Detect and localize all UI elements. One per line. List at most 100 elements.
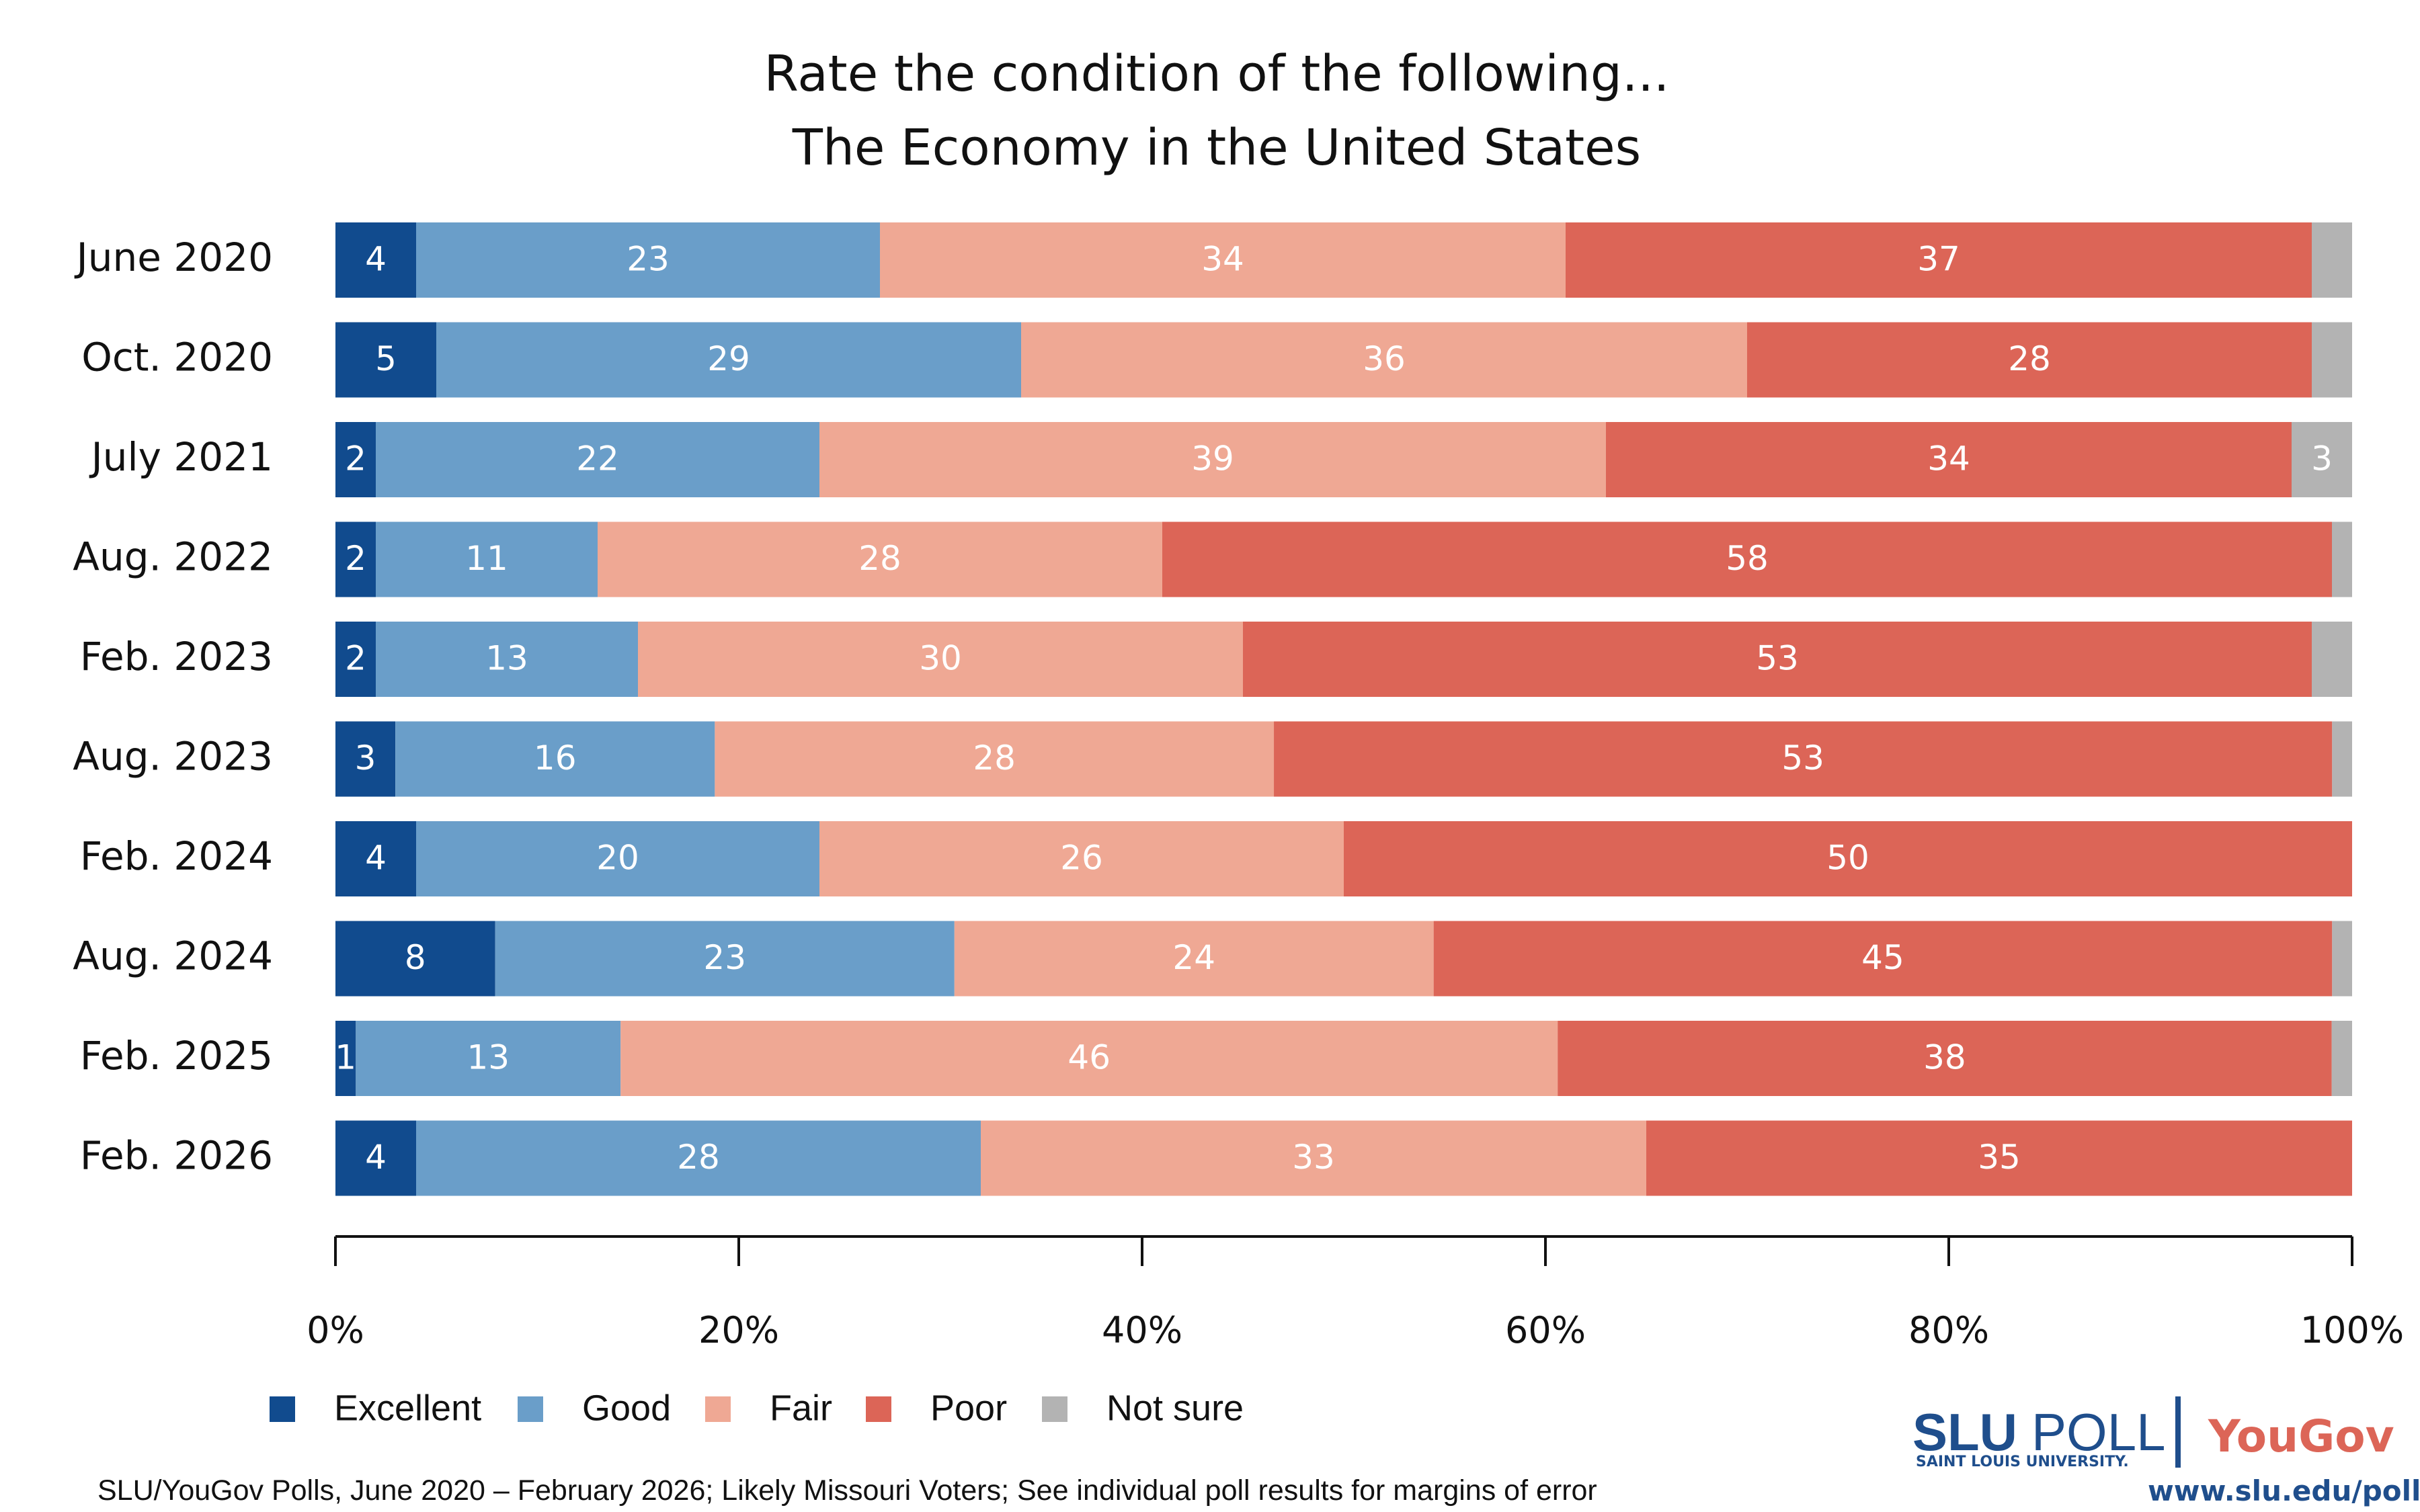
- bar-row: Feb. 2024 4 20 26 50: [80, 821, 2352, 896]
- legend-label: Good: [582, 1388, 671, 1428]
- bar-segment-excellent: [335, 721, 396, 797]
- bar-row: Feb. 2026 4 28 33 35: [80, 1120, 2352, 1196]
- data-label: 2: [345, 639, 366, 678]
- bar-segment-good: [436, 322, 1021, 398]
- bar-segment-fair: [715, 721, 1275, 797]
- data-label: 34: [1927, 439, 1970, 478]
- x-axis: 0% 20% 40% 60% 80% 100%: [307, 1235, 2404, 1351]
- legend-item: Not sure: [1042, 1388, 1244, 1428]
- bar-segment-excellent: [335, 622, 376, 697]
- logo-poll: POLL: [2031, 1402, 2165, 1462]
- bar-segment-fair: [1021, 322, 1747, 398]
- category-label: Aug. 2022: [73, 534, 273, 580]
- bar-row: Aug. 2023 3 16 28 53: [73, 721, 2352, 797]
- bar-segment-fair: [638, 622, 1243, 697]
- data-label: 36: [1363, 339, 1406, 378]
- category-label: Feb. 2025: [80, 1033, 273, 1079]
- logo-slu: SLU: [1912, 1402, 2017, 1462]
- data-label: 45: [1861, 938, 1904, 977]
- data-label: 58: [1726, 539, 1769, 578]
- bar-segment-not-sure: [2332, 521, 2352, 597]
- data-label: 4: [365, 1138, 387, 1177]
- data-label: 26: [1060, 839, 1103, 878]
- bar-segment-excellent: [335, 222, 416, 298]
- data-label: 4: [365, 839, 387, 878]
- bar-segment-fair: [819, 821, 1344, 896]
- bar-segment-excellent: [335, 1021, 356, 1096]
- data-label: 53: [1756, 639, 1799, 678]
- data-label: 11: [465, 539, 508, 578]
- bar-segment-not-sure: [2312, 222, 2352, 298]
- data-label: 1: [335, 1038, 356, 1077]
- data-label: 37: [1917, 240, 1960, 279]
- bar-segment-good: [376, 521, 598, 597]
- bar-segment-poor: [1274, 721, 2333, 797]
- data-label: 13: [467, 1038, 510, 1077]
- data-label: 5: [375, 339, 397, 378]
- bar-segment-poor: [1606, 422, 2292, 497]
- data-label: 29: [707, 339, 750, 378]
- tick-label: 0%: [307, 1309, 364, 1351]
- category-label: Aug. 2023: [73, 734, 273, 780]
- data-label: 35: [1978, 1138, 2021, 1177]
- data-label: 3: [355, 739, 376, 778]
- bar-segment-good: [376, 622, 638, 697]
- data-label: 20: [596, 839, 639, 878]
- bar-row: June 2020 4 23 34 37: [75, 222, 2352, 298]
- bar-row: July 2021 2 22 39 34 3: [89, 422, 2352, 497]
- data-label: 24: [1172, 938, 1215, 977]
- data-label: 23: [703, 938, 746, 977]
- legend-swatch: [518, 1396, 543, 1422]
- bar-segment-excellent: [335, 422, 376, 497]
- data-label: 50: [1826, 839, 1869, 878]
- bar-segment-poor: [1566, 222, 2312, 298]
- logo-yougov: YouGov: [2208, 1411, 2394, 1462]
- data-label: 3: [2311, 439, 2333, 478]
- bar-segment-fair: [819, 422, 1606, 497]
- category-label: Feb. 2023: [80, 634, 273, 679]
- data-label: 33: [1292, 1138, 1335, 1177]
- data-label: 13: [485, 639, 528, 678]
- category-label: June 2020: [75, 235, 273, 280]
- chart-subtitle: The Economy in the United States: [792, 119, 1641, 177]
- bar-segment-poor: [1162, 521, 2332, 597]
- bar-segment-excellent: [335, 322, 436, 398]
- bar-segment-poor: [1243, 622, 2312, 697]
- bar-segment-good: [376, 422, 819, 497]
- data-label: 28: [973, 739, 1016, 778]
- bar-row: Feb. 2025 1 13 46 38: [80, 1021, 2352, 1096]
- bar-segment-not-sure: [2331, 1021, 2352, 1096]
- legend-swatch: [705, 1396, 731, 1422]
- data-label: 53: [1781, 739, 1824, 778]
- bar-segment-fair: [598, 521, 1162, 597]
- legend-swatch: [1042, 1396, 1067, 1422]
- legend-label: Excellent: [334, 1388, 481, 1428]
- tick-label: 80%: [1908, 1309, 1989, 1351]
- chart-title: Rate the condition of the following...: [764, 45, 1670, 103]
- bar-segment-poor: [1747, 322, 2312, 398]
- bar-segment-poor: [1646, 1120, 2352, 1196]
- bar-segment-not-sure: [2312, 322, 2352, 398]
- footnote: SLU/YouGov Polls, June 2020 – February 2…: [97, 1474, 1597, 1507]
- data-label: 2: [345, 539, 366, 578]
- data-label: 46: [1067, 1038, 1111, 1077]
- legend: Excellent Good Fair Poor Not sure: [270, 1388, 1244, 1428]
- bar-segment-good: [395, 721, 715, 797]
- data-label: 28: [2008, 339, 2051, 378]
- legend-item: Fair: [705, 1388, 832, 1428]
- data-label: 34: [1201, 240, 1244, 279]
- data-label: 16: [534, 739, 577, 778]
- bar-segment-excellent: [335, 821, 416, 896]
- data-label: 30: [919, 639, 962, 678]
- bar-segment-good: [416, 222, 880, 298]
- logo-university: SAINT LOUIS UNIVERSITY.: [1916, 1454, 2129, 1470]
- tick-label: 100%: [2300, 1309, 2404, 1351]
- bar-segment-poor: [1558, 1021, 2332, 1096]
- logo-url: www.slu.edu/poll: [2148, 1474, 2420, 1507]
- tick-label: 60%: [1505, 1309, 1586, 1351]
- category-label: Oct. 2020: [81, 335, 273, 380]
- bar-segment-good: [416, 1120, 981, 1196]
- bar-row: Feb. 2023 2 13 30 53: [80, 622, 2352, 697]
- legend-label: Fair: [770, 1388, 832, 1428]
